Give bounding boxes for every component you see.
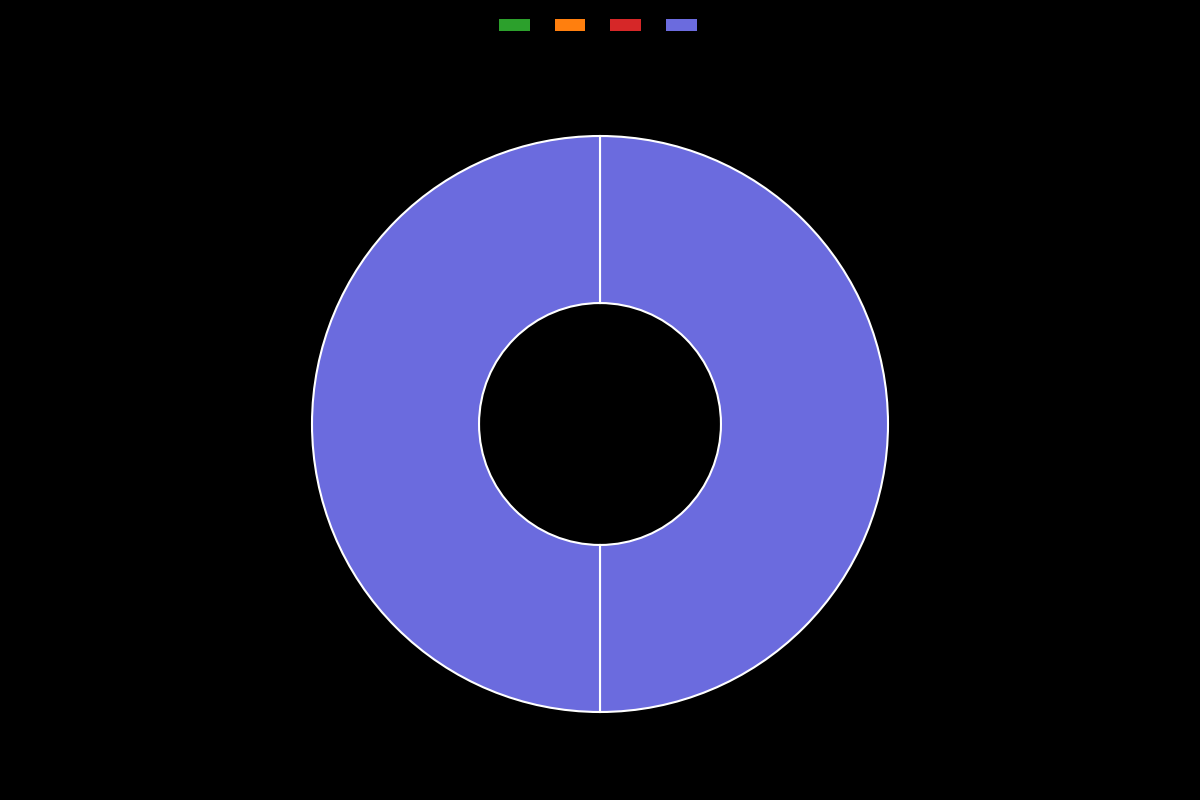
- Legend: , , , : , , ,: [493, 14, 707, 38]
- Wedge shape: [600, 136, 888, 712]
- Wedge shape: [312, 136, 600, 712]
